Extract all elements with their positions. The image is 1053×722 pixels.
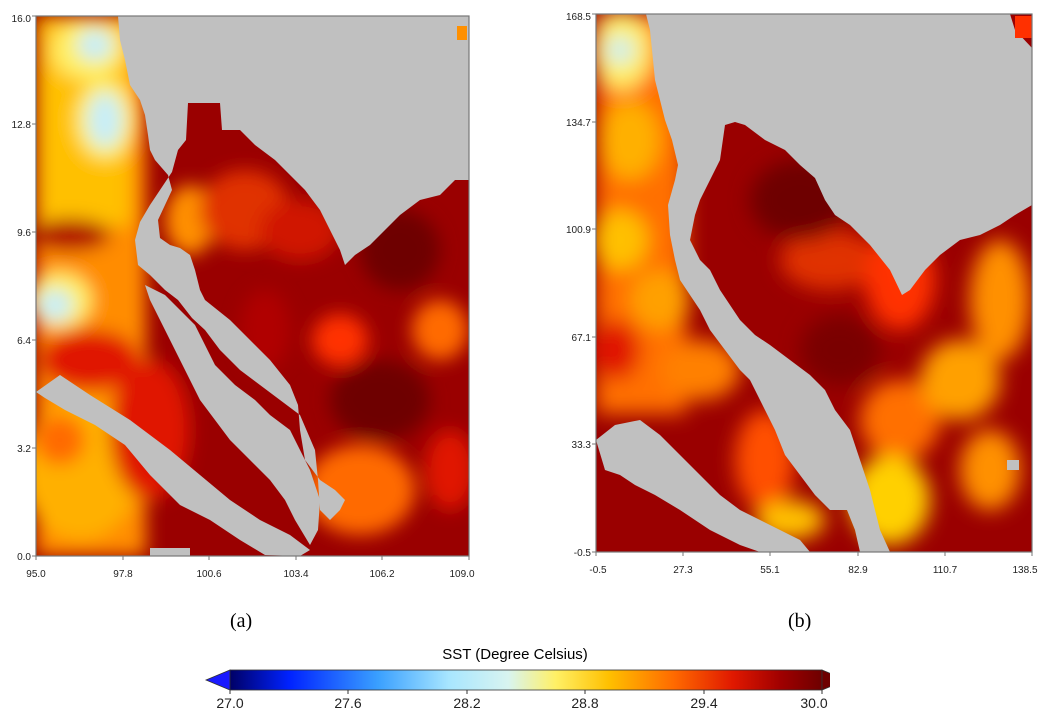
sst-field-a	[36, 16, 469, 556]
map-frame-a	[35, 15, 470, 557]
x-tick-b-0: -0.5	[589, 565, 607, 576]
y-tick-a-0: 0.0	[17, 552, 31, 563]
x-tick-a-4: 106.2	[369, 569, 394, 580]
panel-label-a: (a)	[230, 610, 253, 632]
colorbar-title: SST (Degree Celsius)	[442, 646, 588, 663]
x-tick-b-5: 138.5	[1012, 565, 1037, 576]
y-tick-a-1: 3.2	[17, 444, 31, 455]
colorbar-tick-4: 29.4	[690, 695, 717, 711]
x-tick-a-2: 100.6	[196, 569, 221, 580]
x-tick-b-1: 27.3	[673, 565, 693, 576]
sst-map-a: 0.0 3.2 6.4 9.6 12.8 16.0 95.0 97.8 100.…	[12, 14, 475, 580]
y-axis-a: 0.0 3.2 6.4 9.6 12.8 16.0	[12, 14, 36, 563]
x-tick-a-0: 95.0	[26, 569, 46, 580]
x-tick-a-3: 103.4	[283, 569, 308, 580]
colorbar-ticks: 27.0 27.6 28.2 28.8 29.4 30.0	[216, 690, 828, 711]
sst-colorbar: SST (Degree Celsius)	[200, 644, 830, 722]
map-panel-b: -0.5 33.3 67.1 100.9 134.7 168.5 -0.5 27…	[560, 0, 1053, 600]
colorbar-high-arrow	[821, 669, 830, 691]
y-axis-b: -0.5 33.3 67.1 100.9 134.7 168.5	[566, 12, 596, 559]
x-tick-b-4: 110.7	[933, 565, 958, 576]
colorbar-graphic: 27.0 27.6 28.2 28.8 29.4 30.0	[204, 669, 830, 711]
x-tick-a-5: 109.0	[449, 569, 474, 580]
colorbar-gradient	[229, 669, 823, 691]
y-tick-b-1: 33.3	[572, 440, 592, 451]
y-tick-b-0: -0.5	[574, 548, 592, 559]
y-tick-b-2: 67.1	[572, 333, 592, 344]
map-frame-b	[595, 13, 1033, 553]
x-tick-a-1: 97.8	[113, 569, 133, 580]
y-tick-b-3: 100.9	[566, 225, 591, 236]
small-warm-patch-b	[1015, 16, 1032, 38]
colorbar-tick-5: 30.0	[800, 695, 827, 711]
x-axis-b: -0.5 27.3 55.1 82.9 110.7 138.5	[589, 552, 1038, 576]
colorbar-tick-3: 28.8	[571, 695, 598, 711]
colorbar-tick-2: 28.2	[453, 695, 480, 711]
y-tick-b-4: 134.7	[566, 118, 591, 129]
x-tick-b-3: 82.9	[848, 565, 868, 576]
y-tick-a-2: 6.4	[17, 336, 31, 347]
sst-map-b: -0.5 33.3 67.1 100.9 134.7 168.5 -0.5 27…	[566, 12, 1038, 576]
y-tick-a-5: 16.0	[12, 14, 32, 25]
colorbar-tick-1: 27.6	[334, 695, 361, 711]
colorbar-tick-0: 27.0	[216, 695, 243, 711]
land-mask-a	[36, 16, 469, 556]
y-tick-a-3: 9.6	[17, 228, 31, 239]
panel-label-b: (b)	[788, 610, 812, 632]
x-tick-b-2: 55.1	[760, 565, 780, 576]
land-mask-b	[596, 14, 1032, 552]
small-warm-patch-a	[457, 26, 467, 40]
y-tick-b-5: 168.5	[566, 12, 591, 23]
map-panel-a: 0.0 3.2 6.4 9.6 12.8 16.0 95.0 97.8 100.…	[0, 0, 500, 600]
colorbar-low-arrow	[204, 669, 231, 691]
y-tick-a-4: 12.8	[12, 120, 32, 131]
x-axis-a: 95.0 97.8 100.6 103.4 106.2 109.0	[26, 556, 475, 580]
